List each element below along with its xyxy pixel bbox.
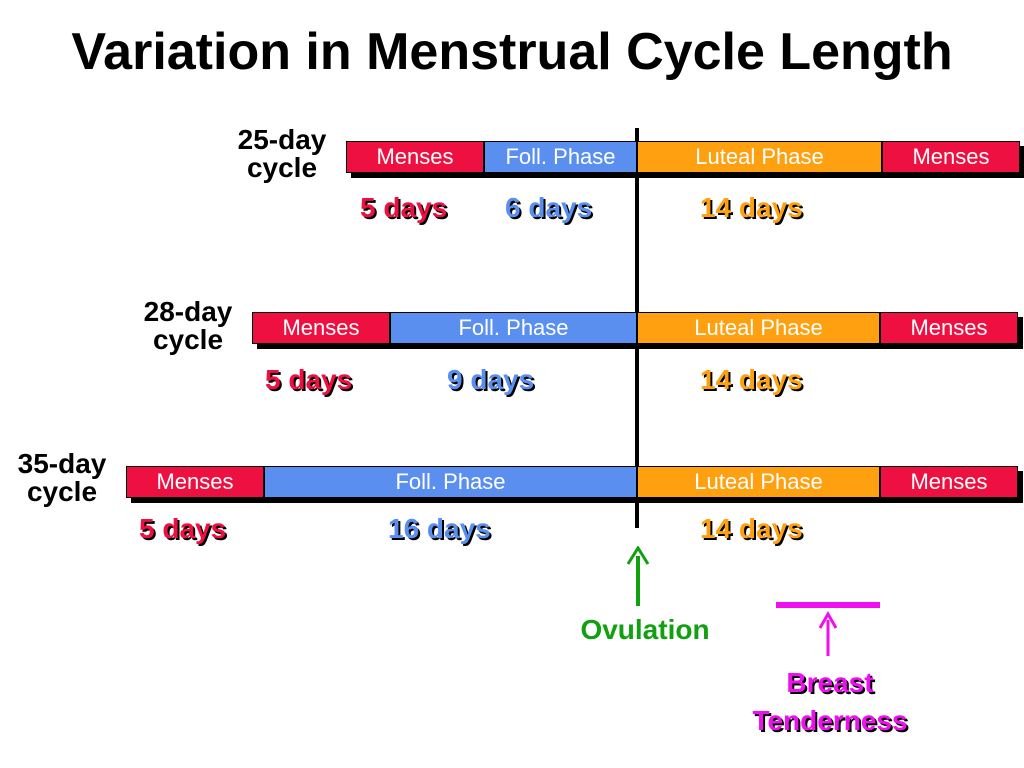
cycle-label-28: 28-day cycle — [128, 298, 248, 354]
menses-length: 5 days — [139, 513, 227, 544]
luteal-segment: Luteal Phase — [637, 141, 882, 173]
menses-length: 5 days — [360, 192, 448, 223]
cycle-label-line2: cycle — [26, 476, 98, 507]
ovulation-arrow-icon — [626, 546, 650, 606]
follicular-length: 6 days — [505, 192, 593, 223]
menses-segment: Menses — [880, 312, 1018, 344]
cycle-bar-25: Menses Foll. Phase Luteal Phase Menses — [346, 141, 1020, 173]
cycle-label-line2: cycle — [246, 152, 318, 183]
menses-segment: Menses — [252, 312, 390, 344]
page-title: Variation in Menstrual Cycle Length — [71, 23, 953, 81]
breast-tenderness-marker — [776, 602, 880, 656]
breast-tenderness-label: Breast Tenderness — [700, 664, 960, 740]
ovulation-label: Ovulation — [580, 614, 710, 645]
luteal-length: 14 days — [700, 513, 803, 544]
menses-segment: Menses — [346, 141, 484, 173]
luteal-length: 14 days — [700, 192, 803, 223]
cycle-label-25: 25-day cycle — [222, 126, 342, 182]
follicular-length: 9 days — [447, 364, 535, 395]
luteal-segment: Luteal Phase — [637, 466, 880, 498]
follicular-segment: Foll. Phase — [390, 312, 637, 344]
cycle-label-35: 35-day cycle — [2, 450, 122, 506]
cycle-label-line1: 35-day — [17, 448, 107, 479]
menses-segment: Menses — [882, 141, 1020, 173]
luteal-segment: Luteal Phase — [637, 312, 880, 344]
menses-length: 5 days — [265, 364, 353, 395]
follicular-segment: Foll. Phase — [484, 141, 637, 173]
cycle-bar-35: Menses Foll. Phase Luteal Phase Menses — [126, 466, 1018, 498]
cycle-label-line1: 25-day — [237, 124, 327, 155]
cycle-label-line1: 28-day — [143, 296, 233, 327]
menses-segment: Menses — [126, 466, 264, 498]
menses-segment: Menses — [880, 466, 1018, 498]
breast-tenderness-line2: Tenderness — [752, 705, 908, 736]
follicular-segment: Foll. Phase — [264, 466, 637, 498]
cycle-label-line2: cycle — [152, 324, 224, 355]
luteal-length: 14 days — [700, 364, 803, 395]
follicular-length: 16 days — [388, 513, 491, 544]
breast-tenderness-line1: Breast — [786, 667, 874, 698]
cycle-bar-28: Menses Foll. Phase Luteal Phase Menses — [252, 312, 1018, 344]
